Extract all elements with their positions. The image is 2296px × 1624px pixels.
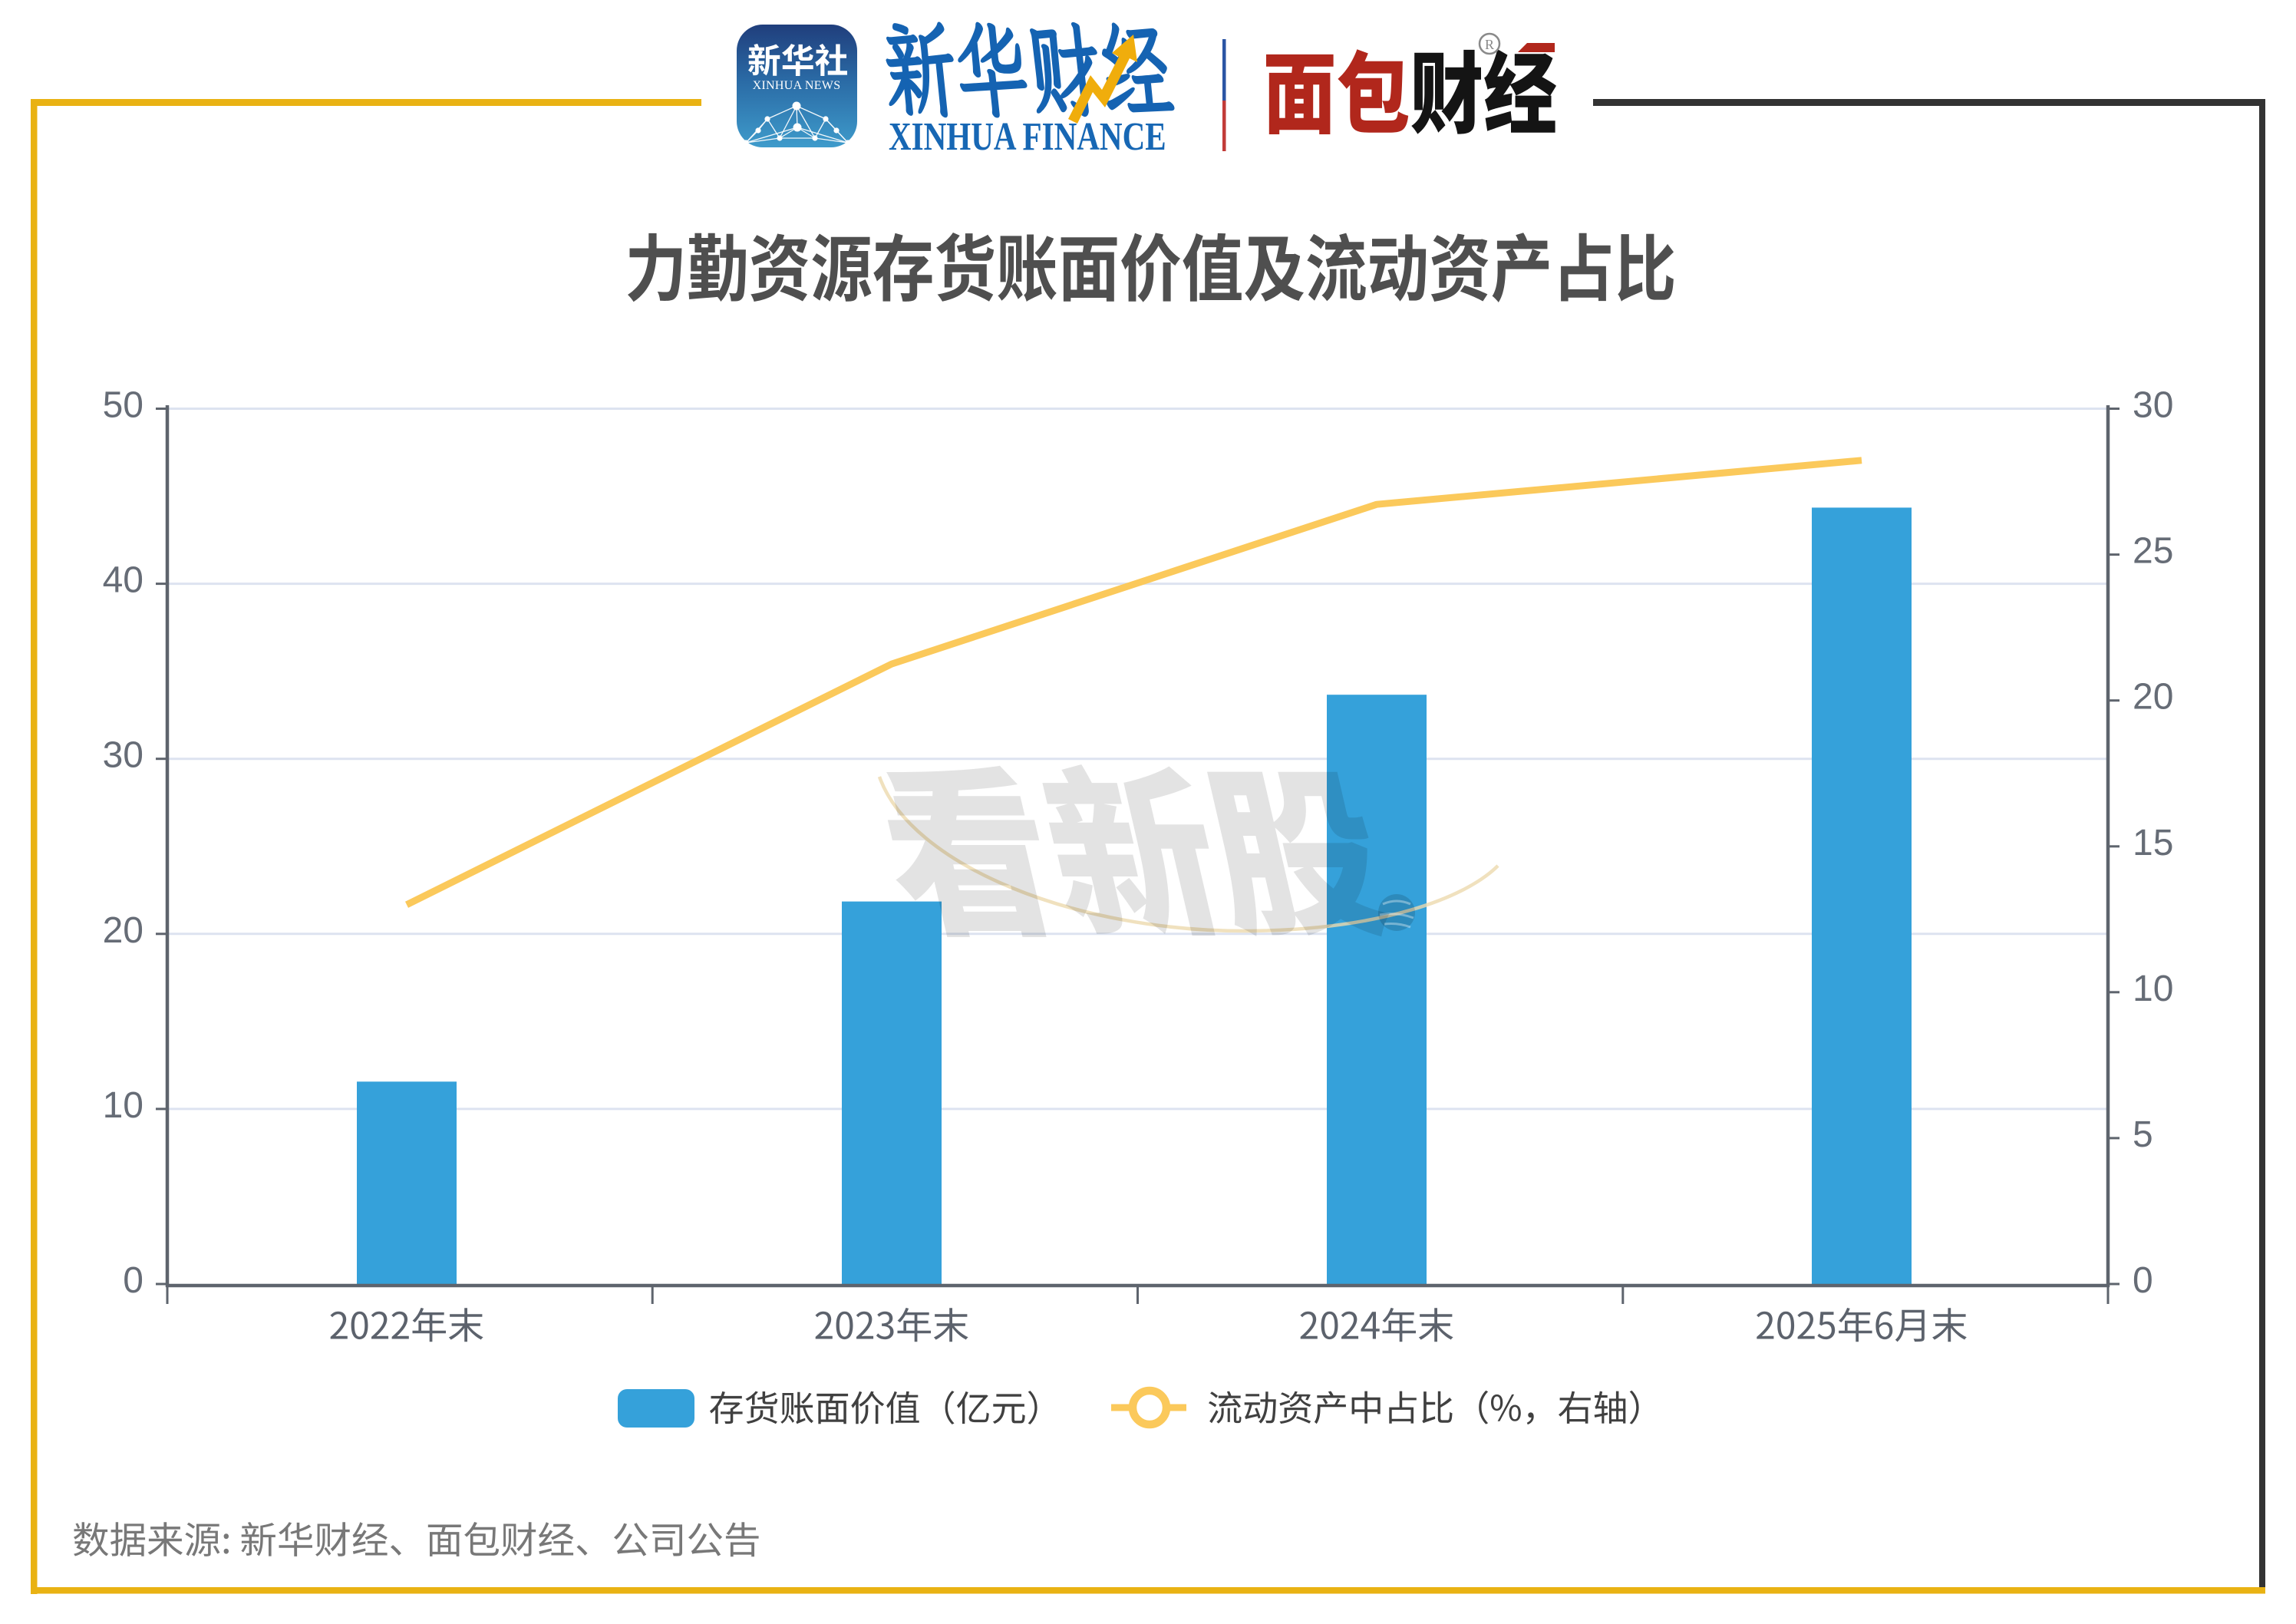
svg-text:20: 20 — [2133, 677, 2173, 718]
svg-text:50: 50 — [103, 385, 144, 426]
svg-text:0: 0 — [123, 1260, 144, 1301]
svg-text:XINHUA NEWS: XINHUA NEWS — [753, 79, 841, 92]
svg-text:0: 0 — [2133, 1260, 2153, 1301]
svg-text:XINHUA FINANCE: XINHUA FINANCE — [889, 115, 1166, 160]
svg-text:40: 40 — [103, 560, 144, 601]
svg-text:20: 20 — [103, 910, 144, 951]
svg-text:25: 25 — [2133, 531, 2173, 572]
svg-text:10: 10 — [103, 1085, 144, 1126]
svg-text:5: 5 — [2133, 1114, 2153, 1155]
svg-text:R: R — [1485, 37, 1494, 52]
svg-text:30: 30 — [103, 735, 144, 776]
svg-text:30: 30 — [2133, 385, 2173, 426]
svg-text:15: 15 — [2133, 823, 2173, 863]
svg-text:10: 10 — [2133, 969, 2173, 1009]
